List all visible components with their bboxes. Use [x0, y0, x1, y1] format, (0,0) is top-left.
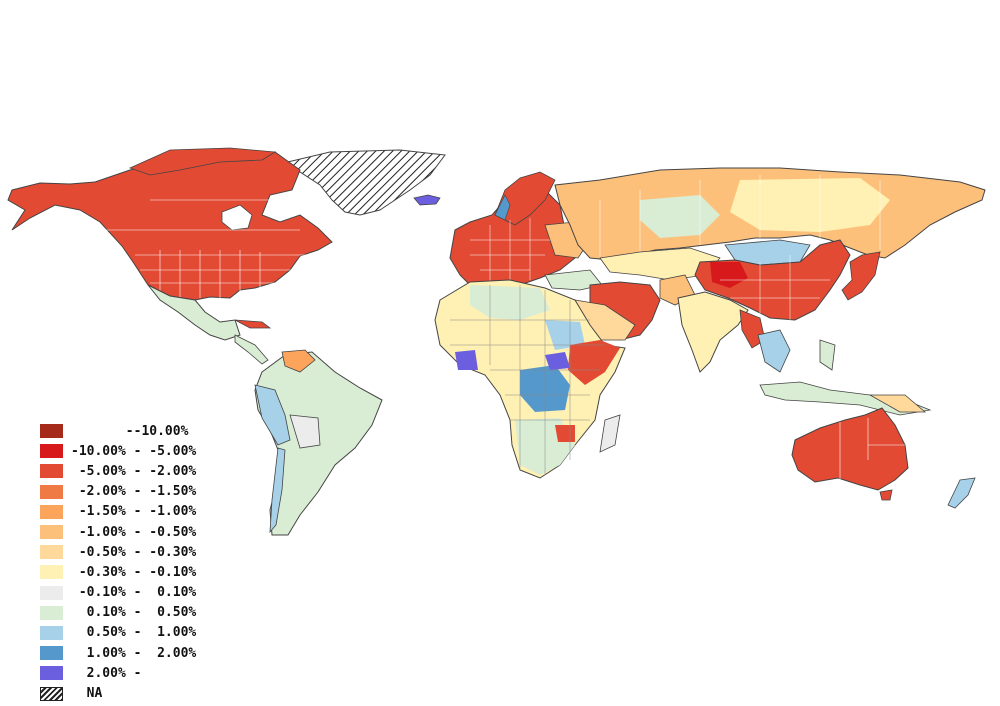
legend-label: -0.30% - -0.10%	[71, 564, 197, 580]
legend-swatch	[40, 525, 63, 540]
legend-label: -2.00% - -1.50%	[71, 484, 197, 500]
region-sudan	[545, 320, 585, 350]
legend-swatch	[40, 605, 63, 620]
legend-row: -0.10% - 0.10%	[40, 583, 196, 603]
region-chile	[269, 447, 286, 534]
region-papua	[868, 394, 927, 413]
region-norway-coast	[494, 194, 511, 221]
region-arctic-islands	[128, 147, 277, 176]
region-north-america	[7, 151, 333, 301]
legend-row: --10.00%	[40, 421, 196, 441]
legend-swatch	[40, 424, 63, 439]
legend-label: 0.10% - 0.50%	[71, 605, 197, 621]
legend-swatch	[40, 646, 63, 661]
africa-borders	[450, 285, 605, 475]
region-hudson-bay	[221, 204, 253, 231]
region-scandinavia	[494, 171, 556, 226]
region-greenland	[274, 149, 446, 216]
legend-row: -0.30% - -0.10%	[40, 562, 196, 582]
legend-row: 0.50% - 1.00%	[40, 623, 196, 643]
legend-row-na: NA	[40, 683, 196, 703]
legend-label: 0.50% - 1.00%	[71, 625, 197, 641]
us-state-borders	[100, 199, 320, 298]
legend-swatch	[40, 565, 63, 580]
china-borders	[720, 255, 830, 320]
region-china-darkred	[710, 262, 748, 288]
region-australia	[791, 407, 909, 491]
russia-borders	[599, 175, 881, 258]
legend-row: -5.00% - -2.00%	[40, 461, 196, 481]
legend-row: 0.10% - 0.50%	[40, 603, 196, 623]
legend-label: -1.50% - -1.00%	[71, 504, 197, 520]
region-venezuela	[281, 349, 316, 373]
legend-swatch	[40, 545, 63, 560]
legend-label: -5.00% - -2.00%	[71, 463, 197, 479]
region-central-africa-purple	[545, 352, 570, 370]
region-west-africa-purple	[455, 350, 478, 370]
region-central-america	[234, 334, 269, 365]
region-peru-ecuador	[254, 384, 291, 446]
legend-label-na: NA	[71, 686, 103, 702]
legend-swatch	[40, 666, 63, 681]
legend-row: -1.50% - -1.00%	[40, 502, 196, 522]
region-korea-japan	[841, 251, 881, 301]
australia-borders	[839, 418, 905, 480]
legend-swatch-na	[40, 686, 63, 701]
legend-label: --10.00%	[71, 423, 189, 439]
europe-borders	[470, 218, 550, 285]
region-se-asia	[757, 329, 791, 373]
legend-row: -0.50% - -0.30%	[40, 542, 196, 562]
region-iceland	[413, 194, 441, 206]
legend-label: -10.00% - -5.00%	[71, 443, 197, 459]
region-mexico	[147, 284, 241, 341]
region-siberia-yellow	[730, 178, 890, 232]
region-tasmania	[879, 489, 893, 501]
legend-row: -10.00% - -5.00%	[40, 441, 196, 461]
legend-swatch	[40, 484, 63, 499]
region-madagascar	[599, 414, 621, 453]
region-india	[677, 291, 749, 373]
map-legend: --10.00% -10.00% - -5.00% -5.00% - -2.00%…	[40, 421, 196, 704]
legend-row: 2.00% -	[40, 663, 196, 683]
legend-label: -0.50% - -0.30%	[71, 544, 197, 560]
legend-row: 1.00% - 2.00%	[40, 643, 196, 663]
legend-label: 1.00% - 2.00%	[71, 645, 197, 661]
legend-swatch	[40, 504, 63, 519]
legend-swatch	[40, 464, 63, 479]
region-bolivia	[289, 414, 321, 449]
legend-swatch	[40, 444, 63, 459]
region-cuba	[234, 319, 272, 329]
legend-label: -0.10% - 0.10%	[71, 585, 197, 601]
region-new-zealand	[947, 477, 976, 509]
region-zimbabwe	[555, 425, 575, 442]
legend-row: -1.00% - -0.50%	[40, 522, 196, 542]
region-indonesia	[759, 381, 932, 416]
legend-swatch	[40, 585, 63, 600]
legend-label: 2.00% -	[71, 665, 142, 681]
legend-row: -2.00% - -1.50%	[40, 482, 196, 502]
legend-label: -1.00% - -0.50%	[71, 524, 197, 540]
region-philippines	[819, 339, 836, 371]
legend-swatch	[40, 625, 63, 640]
region-horn-of-africa	[568, 340, 620, 385]
